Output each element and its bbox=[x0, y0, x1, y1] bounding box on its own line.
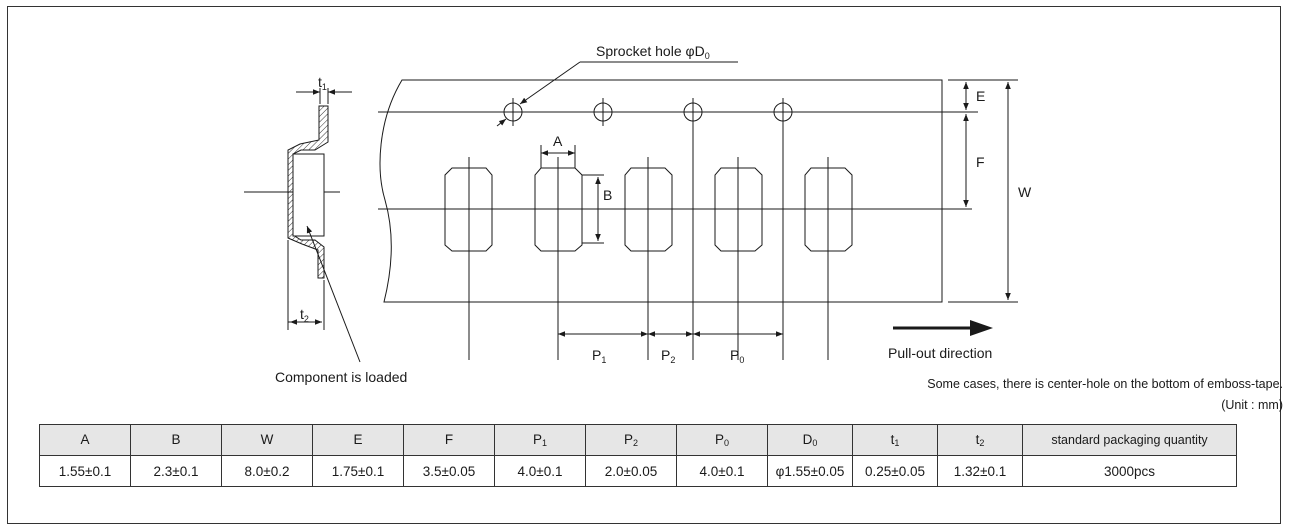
dim-p2-label: P2 bbox=[661, 347, 675, 365]
dim-w-label: W bbox=[1018, 184, 1032, 200]
cross-section-view bbox=[244, 88, 361, 363]
dim-e-label: E bbox=[976, 88, 985, 104]
value-cell: 3000pcs bbox=[1022, 455, 1237, 487]
sprocket-hole-label: Sprocket hole φD0 bbox=[596, 43, 710, 61]
header-cell: P1 bbox=[494, 424, 586, 456]
t2-label: t2 bbox=[300, 306, 309, 324]
center-hole-note: Some cases, there is center-hole on the … bbox=[927, 377, 1283, 391]
spec-table: A B W E F P1 P2 P0 D0 t1 t2 standard pac… bbox=[39, 424, 1237, 487]
value-cell: 4.0±0.1 bbox=[494, 455, 586, 487]
value-cell: 8.0±0.2 bbox=[221, 455, 313, 487]
header-cell: P0 bbox=[676, 424, 768, 456]
header-cell: P2 bbox=[585, 424, 677, 456]
header-cell: E bbox=[312, 424, 404, 456]
value-cell: φ1.55±0.05 bbox=[767, 455, 853, 487]
pull-out-arrow-icon bbox=[893, 320, 993, 336]
tape-top-view bbox=[378, 61, 1018, 360]
component-loaded-label: Component is loaded bbox=[275, 369, 407, 385]
header-cell: F bbox=[403, 424, 495, 456]
value-cell: 2.3±0.1 bbox=[130, 455, 222, 487]
header-cell: B bbox=[130, 424, 222, 456]
t1-label: t1 bbox=[318, 74, 327, 92]
unit-note: (Unit : mm) bbox=[1221, 398, 1283, 412]
header-cell: A bbox=[39, 424, 131, 456]
dim-b-label: B bbox=[603, 187, 612, 203]
drawing-frame bbox=[7, 6, 1281, 524]
dim-f-label: F bbox=[976, 154, 985, 170]
value-cell: 1.75±0.1 bbox=[312, 455, 404, 487]
value-cell: 2.0±0.05 bbox=[585, 455, 677, 487]
header-cell: t2 bbox=[937, 424, 1023, 456]
value-cell: 4.0±0.1 bbox=[676, 455, 768, 487]
value-cell: 1.32±0.1 bbox=[937, 455, 1023, 487]
header-cell: W bbox=[221, 424, 313, 456]
spec-value-row: 1.55±0.1 2.3±0.1 8.0±0.2 1.75±0.1 3.5±0.… bbox=[39, 455, 1237, 487]
dim-p1-label: P1 bbox=[592, 347, 606, 365]
dim-a-label: A bbox=[553, 133, 563, 149]
header-cell: D0 bbox=[767, 424, 853, 456]
spec-header-row: A B W E F P1 P2 P0 D0 t1 t2 standard pac… bbox=[39, 424, 1237, 456]
value-cell: 1.55±0.1 bbox=[39, 455, 131, 487]
value-cell: 3.5±0.05 bbox=[403, 455, 495, 487]
pull-out-direction-label: Pull-out direction bbox=[888, 345, 992, 361]
header-cell: t1 bbox=[852, 424, 938, 456]
value-cell: 0.25±0.05 bbox=[852, 455, 938, 487]
dim-p0-label: P0 bbox=[730, 347, 744, 365]
header-cell: standard packaging quantity bbox=[1022, 424, 1237, 456]
